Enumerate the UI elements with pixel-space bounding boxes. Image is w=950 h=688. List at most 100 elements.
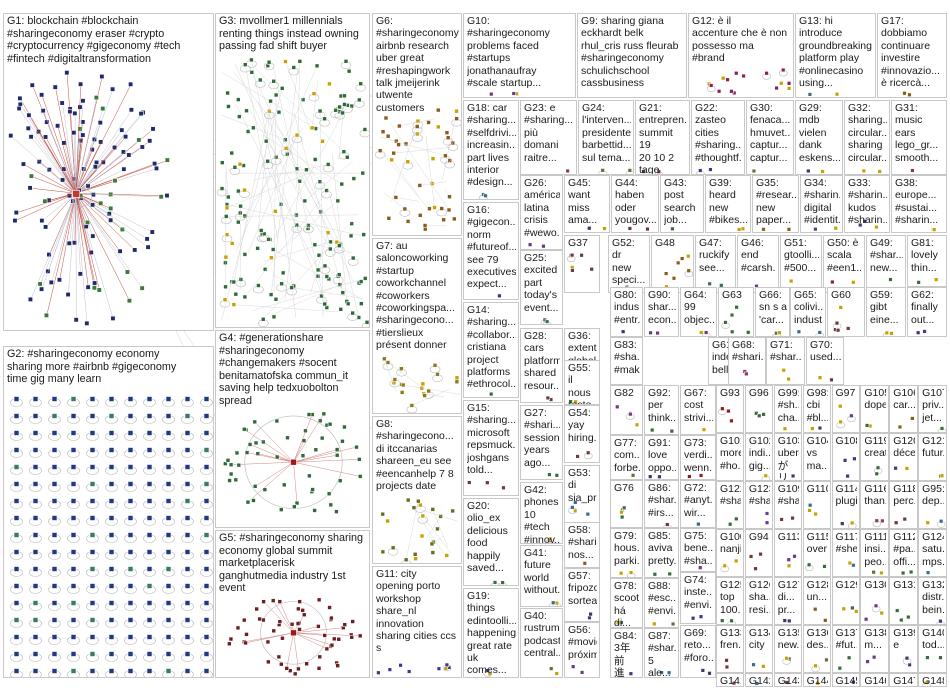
group-cell-g56[interactable]: G56: #movie... próxim...	[564, 622, 600, 678]
group-cell-g43[interactable]: G43: post search job...	[660, 175, 704, 233]
group-cell-g38[interactable]: G38: europe... #sustai... #sharin...	[891, 175, 947, 233]
group-cell-g108[interactable]: G108	[831, 433, 860, 481]
group-cell-g144[interactable]: G144: ghau...	[802, 673, 831, 687]
group-cell-g140[interactable]: G140: tod...	[918, 625, 947, 673]
group-cell-g119[interactable]: G119: creat...	[860, 433, 889, 481]
group-cell-g146[interactable]: G146	[860, 673, 889, 687]
group-cell-g118[interactable]: G118: perc...	[889, 481, 918, 529]
group-cell-g143[interactable]: G143	[773, 673, 803, 687]
group-cell-g50[interactable]: G50: è scala #een1...	[823, 235, 865, 293]
group-cell-g76[interactable]: G76	[610, 480, 643, 528]
group-cell-g115[interactable]: G115: over	[802, 529, 831, 577]
group-cell-g109[interactable]: G109: #sha...	[773, 481, 803, 529]
group-cell-g110[interactable]: G110	[802, 481, 831, 529]
group-cell-g52[interactable]: G52: dr new speci...	[608, 235, 650, 293]
group-cell-g16[interactable]: G16: #gigecon... norm #futureof... see 7…	[463, 202, 519, 300]
group-cell-g85[interactable]: G85: aviva pretty...	[644, 528, 679, 578]
group-cell-g64[interactable]: G64: 99 objec...	[680, 287, 717, 337]
group-cell-g96[interactable]: G96	[744, 385, 774, 433]
group-cell-g1[interactable]: G1: blockchain #blockchain #sharingecono…	[3, 13, 214, 331]
group-cell-g116[interactable]: G116: than...	[860, 481, 889, 529]
group-cell-g67[interactable]: G67: cost strivi...	[680, 385, 716, 435]
group-cell-g93[interactable]: G93	[716, 385, 745, 433]
group-cell-g147[interactable]: G147: future	[889, 673, 918, 687]
group-cell-g24[interactable]: G24: l'interven... presidente barbettid.…	[578, 100, 634, 175]
group-cell-g63[interactable]: G63	[718, 287, 754, 337]
group-cell-g117[interactable]: G117: #she...	[831, 529, 860, 577]
group-cell-g138[interactable]: G138: m...	[860, 625, 889, 673]
group-cell-g100[interactable]: G100: nanji...	[716, 529, 745, 577]
group-cell-g97[interactable]: G97	[831, 385, 860, 433]
group-cell-g106[interactable]: G106: car...	[889, 385, 918, 433]
group-cell-g35[interactable]: G35: #resear... new paper...	[752, 175, 799, 233]
group-cell-g73[interactable]: G73: verdi... wenn...	[680, 435, 716, 480]
group-cell-g49[interactable]: G49: #shar... new...	[866, 235, 906, 293]
group-cell-g62[interactable]: G62: finally out...	[907, 287, 947, 337]
group-cell-g132[interactable]: G132: distr... bein...	[918, 577, 947, 625]
group-cell-g94[interactable]: G94	[744, 529, 774, 577]
group-cell-g6[interactable]: G6: #sharingeconomy airbnb research uber…	[372, 13, 462, 236]
group-cell-g82[interactable]: G82	[610, 385, 643, 435]
group-cell-g37[interactable]: G37	[564, 235, 600, 293]
group-cell-g123[interactable]: G123: #sha...	[744, 481, 774, 529]
group-cell-g17[interactable]: G17: dobbiamo continuare investire #inno…	[877, 13, 947, 98]
group-cell-g15[interactable]: G15: #sharing... microsoft repsmuck... j…	[463, 400, 519, 496]
group-cell-g113[interactable]: G113	[773, 529, 803, 577]
group-cell-g53[interactable]: G53: di sia_pr...	[564, 465, 600, 523]
group-cell-g60[interactable]: G60	[827, 287, 865, 337]
group-cell-g65[interactable]: G65: colivi... indust...	[790, 287, 826, 337]
group-cell-g3[interactable]: G3: mvollmer1 millennials renting things…	[215, 13, 370, 328]
group-cell-g145[interactable]: G145: uk...	[831, 673, 860, 687]
group-cell-g79[interactable]: G79: hous... parki...	[610, 528, 643, 578]
group-cell-g103[interactable]: G103: uber がリ...	[773, 433, 803, 481]
group-cell-g22[interactable]: G22: zasteo cities #sharing... #thoughtf…	[691, 100, 745, 175]
group-cell-g87[interactable]: G87: #shar... 5 ale...	[644, 628, 679, 678]
group-cell-g131[interactable]: G131	[889, 577, 918, 625]
group-cell-g4[interactable]: G4: #generationshare #sharingeconomy #ch…	[215, 330, 370, 528]
group-cell-g45[interactable]: G45: want miss ama...	[564, 175, 610, 233]
group-cell-g41[interactable]: G41: future world without...	[520, 545, 563, 607]
group-cell-g7[interactable]: G7: au saloncoworking #startup coworkcha…	[372, 238, 462, 414]
group-cell-g39[interactable]: G39: heard new #bikes...	[705, 175, 751, 233]
group-cell-g51[interactable]: G51: gtoolli... #500...	[780, 235, 822, 293]
group-cell-g141[interactable]: G141	[716, 673, 745, 687]
group-cell-g112[interactable]: G112: #pa... offi...	[889, 529, 918, 577]
group-cell-g129[interactable]: G129	[831, 577, 860, 625]
group-cell-g31[interactable]: G31: music ears lego_gr... smooth...	[891, 100, 947, 175]
group-cell-g142[interactable]: G142	[744, 673, 774, 687]
group-cell-g86[interactable]: G86: #shar... #irs...	[644, 480, 679, 528]
group-cell-g47[interactable]: G47: ruckify see...	[695, 235, 736, 293]
group-cell-g74[interactable]: G74: inste... #envi...	[680, 572, 716, 624]
group-cell-g124[interactable]: G124: satu... mps...	[918, 529, 947, 577]
group-cell-g84[interactable]: G84: 3年前 進事...	[610, 628, 643, 678]
group-cell-g136[interactable]: G136: des...	[802, 625, 831, 673]
group-cell-g2[interactable]: G2: #sharingeconomy economy sharing more…	[3, 346, 214, 678]
group-cell-g21[interactable]: G21: entrepren... summit 19 20 10 2 tage…	[635, 100, 690, 175]
group-cell-g55[interactable]: G55: il nous reste...	[564, 360, 600, 405]
group-cell-g139[interactable]: G139: e	[889, 625, 918, 673]
group-cell-g58[interactable]: G58: #shari... nos...	[564, 522, 600, 568]
group-cell-g54[interactable]: G54: yay hiring...	[564, 405, 600, 463]
group-cell-g59[interactable]: G59: gibt eine...	[866, 287, 906, 337]
group-cell-g81[interactable]: G81: lovely thin...	[907, 235, 947, 287]
group-cell-g101[interactable]: G101: more #ho...	[716, 433, 745, 481]
group-cell-g40[interactable]: G40: rustrum podcast central...	[520, 608, 563, 678]
group-cell-g128[interactable]: G128: un...	[802, 577, 831, 625]
group-cell-g78[interactable]: G78: scoot... há di...	[610, 578, 643, 628]
group-cell-g30[interactable]: G30: fenaca... hmuvet... captur... captu…	[746, 100, 794, 175]
group-cell-g111[interactable]: G111: insi... peo...	[860, 529, 889, 577]
group-cell-g104[interactable]: G104: vs ma...	[802, 433, 831, 481]
group-cell-g23[interactable]: G23: e #sharing... più domani raitre...	[520, 100, 577, 175]
group-cell-g27[interactable]: G27: #shari... session years ago...	[520, 405, 563, 480]
group-cell-g12[interactable]: G12: è il accenture che è non possesso m…	[688, 13, 794, 98]
group-cell-g125[interactable]: G125: top 100...	[716, 577, 745, 625]
group-cell-g25[interactable]: G25: excited part today's event...	[520, 250, 563, 325]
group-cell-g148[interactable]: G148: #sh...	[918, 673, 947, 687]
group-cell-g14[interactable]: G14: #sharing... #collabor... cristiana …	[463, 302, 519, 398]
group-cell-g77[interactable]: G77: com... forbe...	[610, 435, 643, 480]
group-cell-g72[interactable]: G72: #anyt... wir...	[680, 480, 716, 528]
group-cell-g88[interactable]: G88: #esc... #envi...	[644, 578, 679, 628]
group-cell-g48[interactable]: G48	[651, 235, 694, 293]
group-cell-g71[interactable]: G71: #shar...	[766, 337, 805, 385]
group-cell-g91[interactable]: G91: love oppo...	[644, 435, 679, 480]
